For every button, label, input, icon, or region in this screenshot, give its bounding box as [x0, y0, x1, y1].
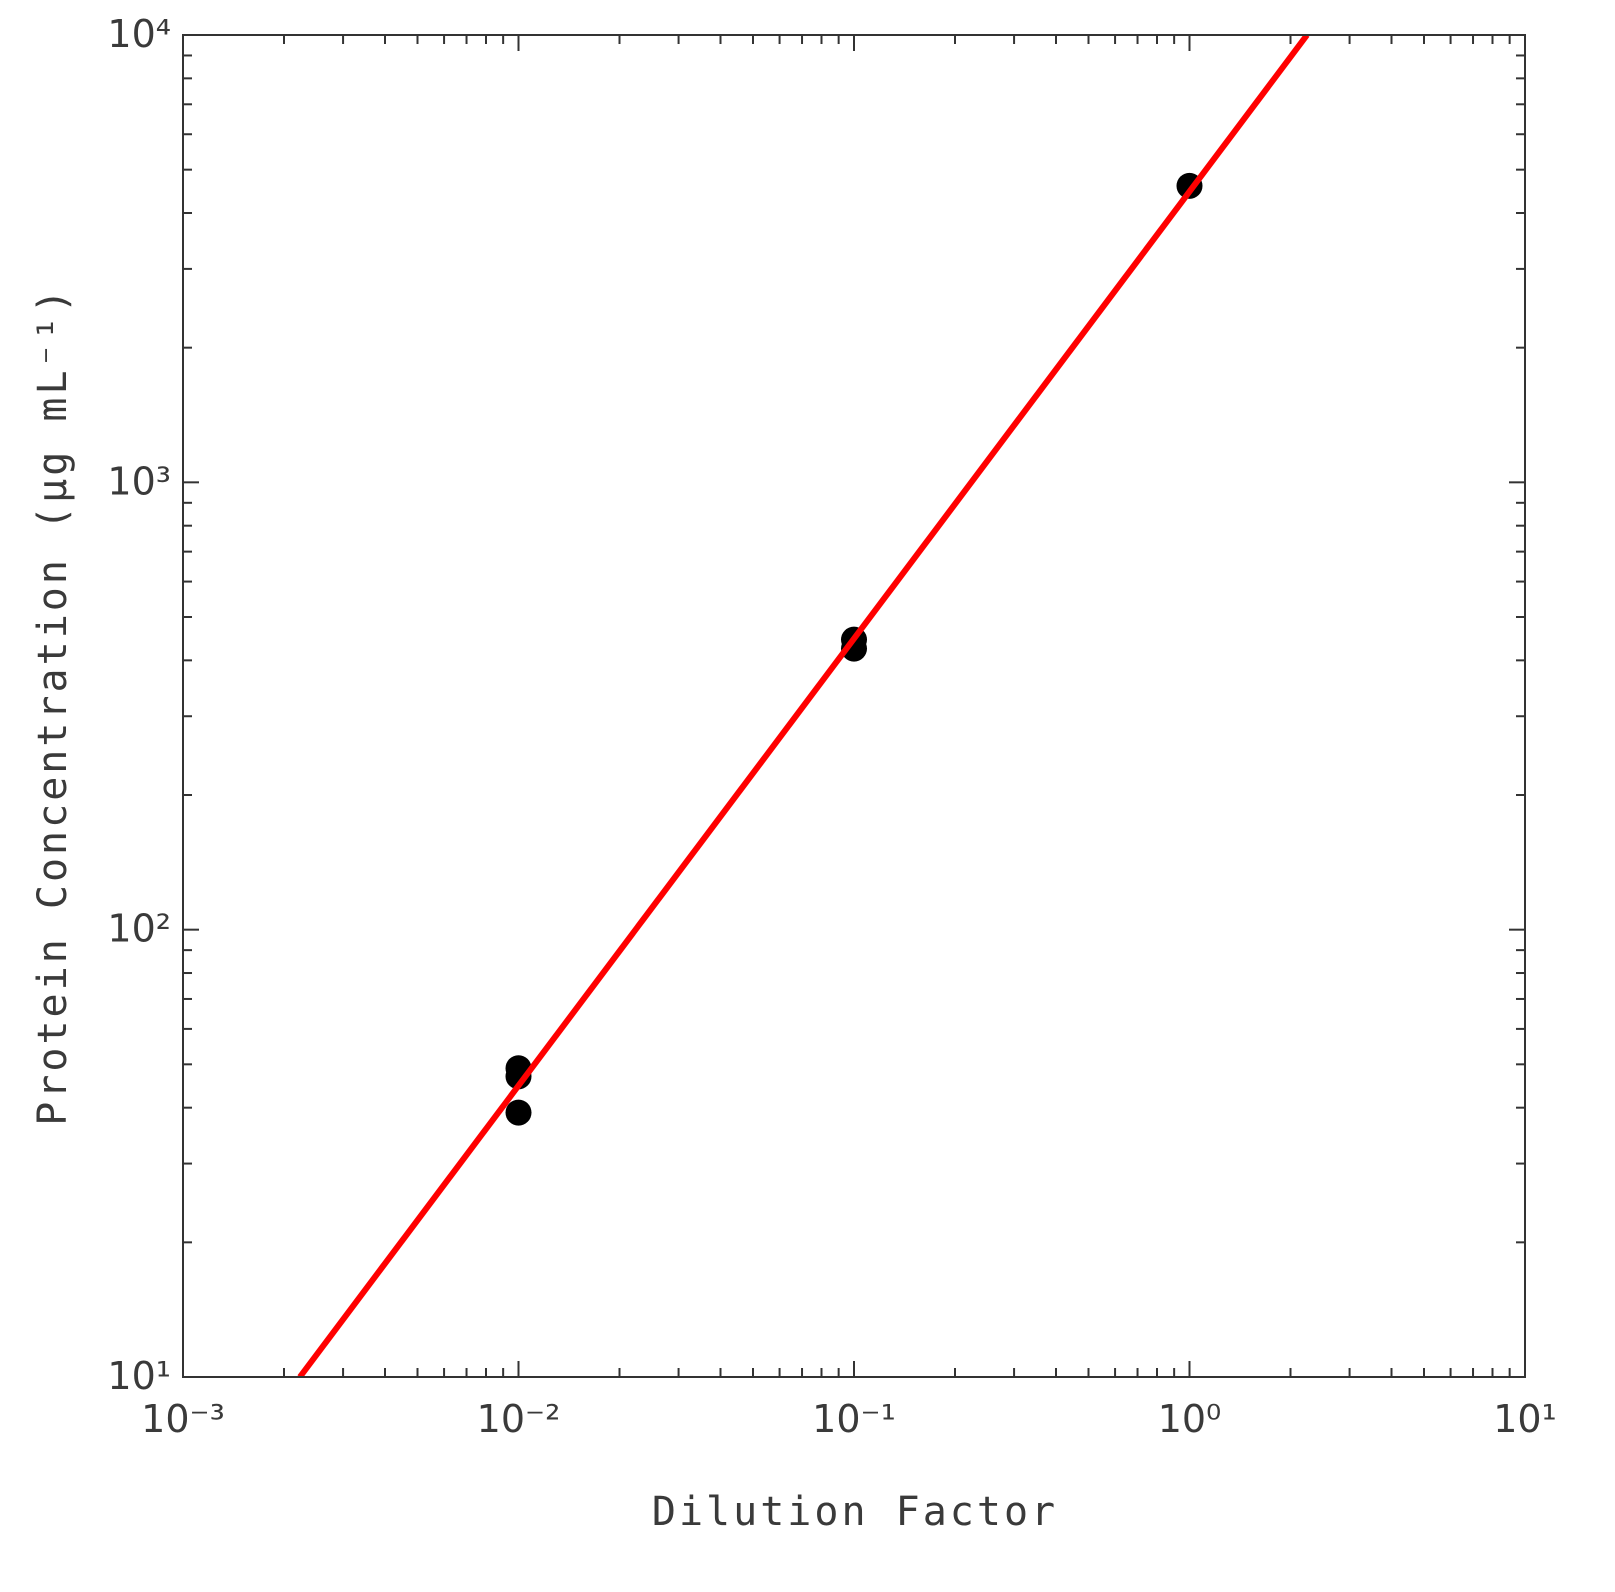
y-axis-label: Protein Concentration (μg mL⁻¹) — [30, 286, 76, 1126]
y-tick-label: 10² — [107, 907, 171, 951]
x-tick-label: 10⁻³ — [141, 1397, 225, 1441]
x-tick-label: 10¹ — [1493, 1397, 1557, 1441]
x-tick-label: 10⁰ — [1158, 1397, 1222, 1441]
x-axis-label: Dilution Factor — [652, 1489, 1058, 1535]
y-tick-label: 10⁴ — [107, 12, 171, 56]
fit-line — [297, 35, 1310, 1377]
plot-area — [297, 35, 1310, 1377]
y-tick-label: 10¹ — [107, 1354, 171, 1398]
axes-box — [182, 34, 1526, 1378]
x-tick-label: 10⁻¹ — [812, 1397, 896, 1441]
y-tick-label: 10³ — [107, 459, 171, 503]
data-point — [505, 1063, 532, 1090]
x-tick-label: 10⁻² — [477, 1397, 561, 1441]
data-point — [505, 1099, 532, 1126]
data-point — [841, 635, 867, 662]
